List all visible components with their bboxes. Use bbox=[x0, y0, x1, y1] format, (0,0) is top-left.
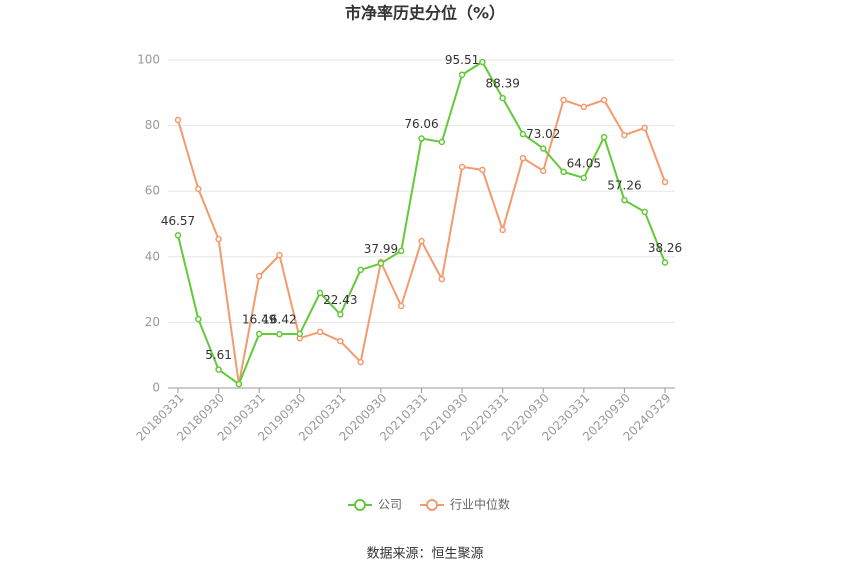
data-point bbox=[235, 380, 243, 388]
data-label: 57.26 bbox=[607, 179, 641, 193]
y-tick-label: 80 bbox=[145, 118, 160, 132]
data-point bbox=[580, 103, 588, 111]
data-point bbox=[621, 196, 628, 204]
data-point bbox=[479, 166, 486, 174]
data-point bbox=[316, 289, 324, 297]
data-point bbox=[195, 185, 202, 193]
data-point bbox=[255, 272, 263, 280]
data-point bbox=[519, 130, 527, 138]
data-point bbox=[174, 232, 182, 239]
y-tick-label: 0 bbox=[152, 381, 160, 395]
data-point bbox=[641, 124, 648, 132]
data-point bbox=[418, 237, 425, 245]
data-point bbox=[479, 58, 486, 66]
data-label: 73.02 bbox=[526, 127, 560, 141]
data-point bbox=[499, 94, 506, 102]
data-point bbox=[215, 366, 222, 373]
data-label: 5.61 bbox=[205, 348, 232, 362]
data-point bbox=[316, 328, 324, 336]
data-label: 37.99 bbox=[364, 242, 398, 256]
data-point bbox=[195, 315, 202, 323]
chart-title: 市净率历史分位（%） bbox=[345, 4, 505, 23]
series-line bbox=[177, 60, 666, 386]
data-point bbox=[458, 163, 466, 171]
legend-label: 公司 bbox=[378, 498, 402, 512]
data-point bbox=[661, 259, 669, 266]
data-label: 22.43 bbox=[323, 293, 357, 307]
data-point bbox=[337, 311, 344, 318]
data-point bbox=[621, 131, 628, 139]
data-point bbox=[580, 174, 588, 182]
data-label: 16.42 bbox=[262, 313, 296, 327]
data-point bbox=[215, 235, 222, 243]
data-point bbox=[641, 208, 648, 216]
data-point bbox=[418, 135, 425, 142]
data-point bbox=[438, 275, 446, 283]
data-point bbox=[540, 145, 547, 152]
data-point bbox=[296, 330, 303, 338]
data-point bbox=[255, 330, 263, 338]
data-point bbox=[397, 247, 405, 255]
data-point bbox=[377, 260, 385, 267]
data-label: 95.51 bbox=[445, 53, 479, 67]
data-point bbox=[357, 358, 364, 366]
data-label: 64.05 bbox=[567, 156, 601, 170]
legend-marker bbox=[354, 499, 366, 511]
data-label: 46.57 bbox=[161, 214, 195, 228]
data-label: 88.39 bbox=[485, 77, 519, 91]
data-point bbox=[540, 167, 547, 175]
data-point bbox=[276, 330, 283, 338]
data-point bbox=[438, 138, 446, 146]
data-point bbox=[174, 116, 182, 124]
y-tick-label: 20 bbox=[145, 315, 160, 329]
legend-marker bbox=[426, 499, 439, 511]
data-label: 16.49 bbox=[242, 312, 276, 326]
y-tick-label: 40 bbox=[145, 249, 160, 263]
data-point bbox=[458, 71, 466, 78]
data-label: 76.06 bbox=[404, 117, 438, 131]
data-label: 38.26 bbox=[648, 241, 682, 255]
data-point bbox=[357, 266, 364, 274]
data-point bbox=[560, 96, 567, 104]
data-point bbox=[499, 226, 506, 234]
data-point bbox=[560, 168, 567, 176]
data-point bbox=[276, 251, 283, 259]
data-point bbox=[600, 133, 608, 141]
legend-label: 行业中位数 bbox=[450, 497, 510, 512]
data-point bbox=[337, 337, 344, 345]
y-tick-label: 100 bbox=[137, 53, 160, 67]
y-tick-label: 60 bbox=[145, 184, 160, 198]
data-point bbox=[661, 178, 669, 186]
data-point bbox=[397, 302, 405, 310]
source-note: 数据来源：恒生聚源 bbox=[366, 547, 483, 562]
data-point bbox=[519, 154, 527, 162]
data-point bbox=[600, 96, 608, 104]
